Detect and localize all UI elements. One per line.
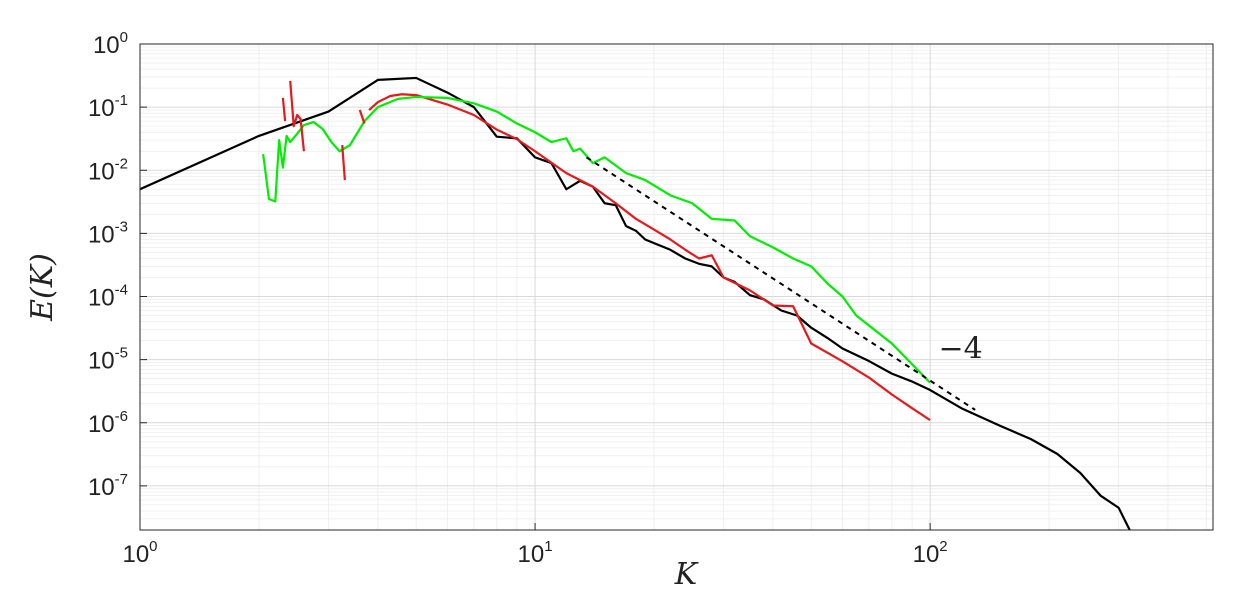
x-tick-exponent: 1	[544, 538, 552, 555]
x-tick-base: 10	[122, 541, 149, 568]
y-tick-exponent: -5	[115, 345, 128, 362]
x-tick-base: 10	[913, 541, 940, 568]
y-tick-label: 100	[93, 29, 128, 59]
y-tick-label: 10-2	[88, 155, 128, 185]
y-tick-label: 10-4	[88, 282, 128, 312]
y-tick-base: 10	[88, 221, 115, 248]
x-tick-exponent: 2	[939, 538, 947, 555]
y-tick-label: 10-3	[88, 218, 128, 248]
x-tick-labels: 100 101 102	[122, 523, 948, 568]
y-tick-label: 10-6	[88, 408, 128, 438]
slope-annotation: −4	[939, 331, 983, 366]
y-tick-exponent: -1	[115, 92, 128, 109]
x-tick-base: 10	[518, 541, 545, 568]
y-tick-base: 10	[88, 95, 115, 122]
x-tick-exponent: 0	[149, 538, 157, 555]
y-tick-base: 10	[88, 158, 115, 185]
y-tick-label: 10-1	[88, 92, 128, 122]
y-tick-exponent: -6	[115, 408, 128, 425]
series-layer	[140, 76, 1131, 530]
y-tick-base: 10	[88, 474, 115, 501]
y-tick-base: 10	[88, 348, 115, 375]
plot-frame	[139, 43, 1214, 531]
minor-gridlines	[140, 44, 1213, 531]
series-line-5	[341, 145, 346, 181]
y-tick-exponent: -4	[115, 282, 128, 299]
x-axis-label: K	[674, 557, 699, 592]
series-line-6	[358, 109, 366, 124]
y-tick-exponent: -3	[115, 218, 128, 235]
series-line-4	[289, 80, 306, 152]
y-tick-exponent: 0	[120, 29, 128, 46]
series-line-2	[262, 95, 931, 384]
y-tick-base: 10	[88, 285, 115, 312]
series-line-1	[368, 93, 931, 422]
series-line-0	[140, 76, 1131, 530]
y-tick-label: 10-7	[88, 471, 128, 501]
x-tick-label: 101	[518, 538, 553, 568]
reference-slope-line	[586, 156, 976, 411]
y-axis-label: E(K)	[25, 253, 60, 322]
y-tick-label: 10-5	[88, 345, 128, 375]
annotations: −4	[939, 331, 983, 366]
series-line-3	[281, 97, 287, 122]
y-tick-exponent: -7	[115, 471, 128, 488]
y-tick-base: 10	[88, 411, 115, 438]
x-tick-label: 102	[913, 538, 948, 568]
y-tick-base: 10	[93, 32, 120, 59]
x-tick-label: 100	[122, 538, 157, 568]
y-tick-exponent: -2	[115, 155, 128, 172]
